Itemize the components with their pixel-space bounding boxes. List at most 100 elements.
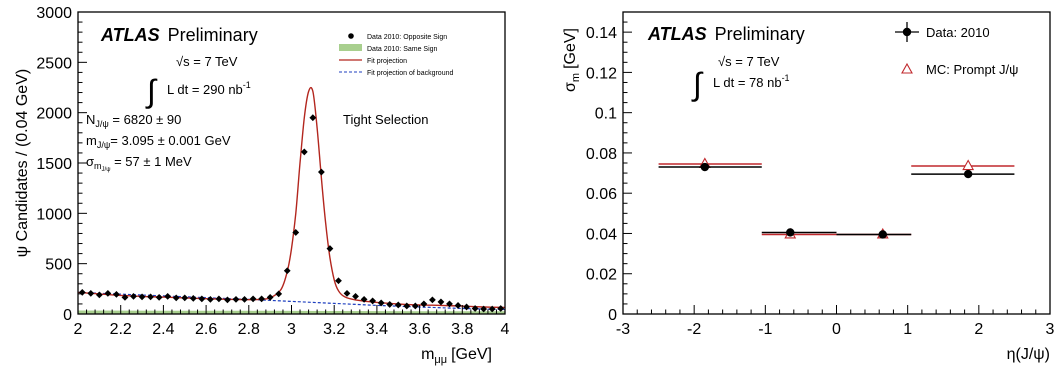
right-energy-label: √s = 7 TeV: [718, 54, 780, 69]
right-lumi-label: L dt = 78 nb-1: [713, 73, 790, 90]
left-atlas-word: ATLAS: [100, 25, 160, 45]
y-tick-label: 0.08: [586, 146, 617, 163]
data-point: [87, 289, 95, 297]
y-tick-label: 0.1: [595, 106, 617, 123]
y-tick-label: 2000: [36, 106, 72, 123]
left-y-ticks: 0 500 1000 1500 2000 2500 3000: [36, 5, 87, 324]
data-point: [78, 288, 86, 296]
left-energy-label: √s = 7 TeV: [176, 54, 238, 69]
data-point: [181, 294, 189, 302]
data-point: [104, 289, 112, 297]
left-chart: 2 2.2 2.4 2.6 2.8 3 3.2 3.4 3.6 3.8 4 0 500 1000 1500…: [14, 5, 510, 366]
fit-m-val: = 3.095 ± 0.001 GeV: [110, 133, 231, 148]
right-y-label-sub: m: [570, 73, 582, 82]
y-tick-label: 0.02: [586, 267, 617, 284]
x-tick-label: 2: [974, 321, 983, 338]
data-point: [172, 294, 180, 302]
right-y-axis-label: σm [GeV]: [562, 28, 582, 92]
data-point: [283, 267, 291, 275]
data-point: [147, 293, 154, 301]
mc-series-layer: [658, 157, 1015, 239]
left-x-ticks: 2 2.2 2.4 2.6 2.8 3 3.2 3.4 3.6 3.8 4: [74, 305, 510, 338]
legend-data-marker: [902, 27, 912, 37]
fit-m-sym: m: [86, 133, 97, 148]
y-tick-label: 0.06: [586, 186, 617, 203]
data-point: [258, 295, 266, 303]
data-point: [215, 295, 223, 303]
data-point: [394, 301, 402, 309]
fit-m-sub: J/ψ: [97, 140, 110, 150]
data-point: [232, 296, 240, 303]
legend-label-data-2010: Data: 2010: [926, 25, 990, 40]
data-point: [335, 277, 342, 285]
fit-s-subsub: J/ψ: [102, 167, 111, 173]
right-y-label-unit: [GeV]: [562, 28, 579, 69]
data-point: [224, 296, 231, 304]
legend-mc-triangle: [901, 62, 913, 74]
right-atlas-word: ATLAS: [647, 24, 707, 44]
data-point: [463, 303, 470, 311]
data-point: [189, 294, 197, 302]
x-tick-label: 3: [1046, 321, 1054, 338]
data-point: [377, 299, 385, 307]
right-status-word: Preliminary: [715, 24, 805, 44]
data-point: [963, 169, 973, 179]
x-tick-label: 3.2: [323, 321, 345, 338]
left-integral-sign: ∫: [145, 73, 158, 109]
data-point: [786, 228, 795, 237]
data-point: [437, 298, 445, 306]
right-integral-sign: ∫: [691, 66, 704, 102]
right-plot-frame: [622, 11, 1051, 315]
x-tick-label: -3: [616, 321, 630, 338]
x-tick-label: 1: [903, 321, 912, 338]
x-tick-label: 3.8: [451, 321, 473, 338]
x-tick-label: 3.4: [366, 321, 388, 338]
x-tick-label: -2: [687, 321, 701, 338]
fit-s-sym: σ: [86, 154, 94, 169]
background-fit-layer: [77, 291, 506, 311]
left-y-axis-label: ψ Candidates / (0.04 GeV): [14, 69, 31, 257]
fit-s-sub: m: [94, 161, 102, 171]
x-tick-label: 2.2: [110, 321, 132, 338]
right-x-ticks: -3 -2 -1 0 1 2 3: [616, 305, 1054, 338]
data-point: [198, 295, 206, 303]
x-tick-label: -1: [758, 321, 772, 338]
data-point: [429, 296, 436, 304]
data-point: [497, 305, 505, 312]
background-fit-line: [77, 291, 506, 311]
data-point: [309, 114, 317, 122]
legend-label-fit: Fit projection: [367, 58, 407, 65]
fit-n-val: = 6820 ± 90: [109, 112, 182, 127]
y-tick-label: 0.14: [586, 25, 617, 42]
right-x-axis-label: η(J/ψ): [1007, 346, 1050, 363]
data-point: [95, 291, 103, 299]
x-tick-label: 3.6: [408, 321, 430, 338]
right-experiment-label: ATLAS Preliminary: [647, 24, 805, 44]
data-point: [403, 302, 411, 310]
left-lumi-text: L dt = 290 nb: [167, 82, 243, 97]
fit-result-m: mJ/ψ= 3.095 ± 0.001 GeV: [86, 133, 231, 150]
left-experiment-label: ATLAS Preliminary: [100, 25, 258, 45]
left-x-axis-label: mμμ [GeV]: [421, 346, 492, 366]
data-point: [317, 168, 325, 176]
y-tick-label: 2500: [36, 55, 72, 72]
right-chart: -3 -2 -1 0 1 2 3 00.020.040.060.080.10.120.14 …: [562, 11, 1054, 363]
y-tick-label: 500: [45, 257, 72, 274]
data-point: [369, 297, 377, 305]
y-tick-label: 1500: [36, 156, 72, 173]
left-x-label-sub: μμ: [434, 354, 447, 366]
data-point: [292, 229, 300, 236]
data-point: [420, 300, 428, 308]
selection-label: Tight Selection: [343, 112, 429, 127]
data-point: [454, 302, 462, 309]
right-y-ticks: 0 0.02 0.04 0.06 0.08 0.1 0.12 0.14: [586, 11, 632, 324]
x-tick-label: 0: [832, 321, 841, 338]
data-point: [206, 296, 214, 303]
left-lumi-exp: -1: [243, 80, 251, 90]
data-point: [138, 293, 146, 301]
data-point: [241, 296, 248, 303]
data-point: [249, 295, 257, 303]
x-tick-label: 2.4: [152, 321, 174, 338]
mc-point: [962, 159, 975, 171]
